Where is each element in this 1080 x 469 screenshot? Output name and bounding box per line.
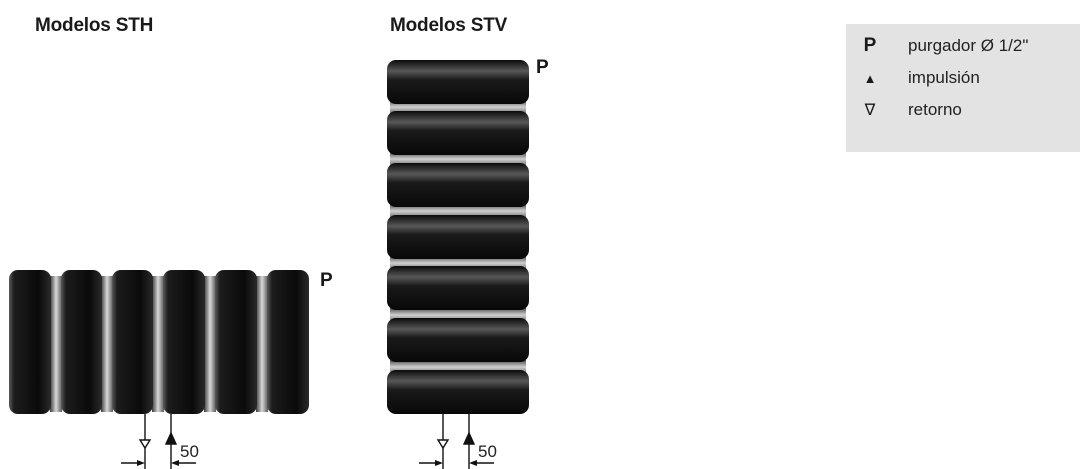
stv-tube [387, 370, 529, 414]
sth-title: Modelos STH [35, 15, 154, 36]
sth-tube [163, 270, 205, 414]
stv-tube [387, 266, 529, 310]
stv-vent-label: P [536, 57, 549, 78]
sth-dimension-label: 50 [180, 442, 199, 461]
stv-dimension-label: 50 [478, 442, 497, 461]
stv-connections [419, 414, 494, 469]
filled-triangle-up-icon: ▲ [863, 70, 877, 86]
stv-tube [387, 215, 529, 259]
sth-gap [152, 276, 164, 412]
sth-tube [112, 270, 153, 414]
return-arrow-icon [436, 439, 450, 450]
sth-gap [50, 276, 62, 412]
vent-letter-icon: P [863, 35, 877, 56]
sth-gap [101, 276, 113, 412]
dimension-arrow-icon [137, 460, 145, 466]
stv-gap [390, 204, 526, 218]
sth-gap [256, 276, 268, 412]
sth-tube [215, 270, 257, 414]
outline-triangle-down-icon: ∇ [864, 102, 876, 119]
sth-tube [61, 270, 102, 414]
sth-tube [267, 270, 309, 414]
stv-tube [387, 60, 529, 104]
supply-arrow-icon [164, 431, 178, 445]
legend-label: impulsión [908, 68, 980, 87]
stv-radiator [387, 60, 529, 414]
legend-label: retorno [908, 100, 962, 119]
stv-tube [387, 111, 529, 155]
supply-arrow-icon [462, 431, 476, 445]
sth-tube [9, 270, 51, 414]
dimension-arrow-icon [469, 460, 477, 466]
dimension-arrow-icon [435, 460, 443, 466]
stv-title: Modelos STV [390, 15, 508, 36]
legend-panel: P purgador Ø 1/2" ▲ impulsión ∇ retorno [846, 24, 1080, 152]
stv-tube [387, 163, 529, 207]
return-arrow-icon [138, 439, 152, 450]
sth-gap [204, 276, 216, 412]
dimension-arrow-icon [171, 460, 179, 466]
legend-label: purgador Ø 1/2" [908, 36, 1029, 55]
sth-vent-label: P [320, 270, 333, 291]
sth-connections [121, 414, 196, 469]
sth-radiator [9, 270, 309, 414]
stv-tube [387, 318, 529, 362]
stv-gap [390, 152, 526, 166]
